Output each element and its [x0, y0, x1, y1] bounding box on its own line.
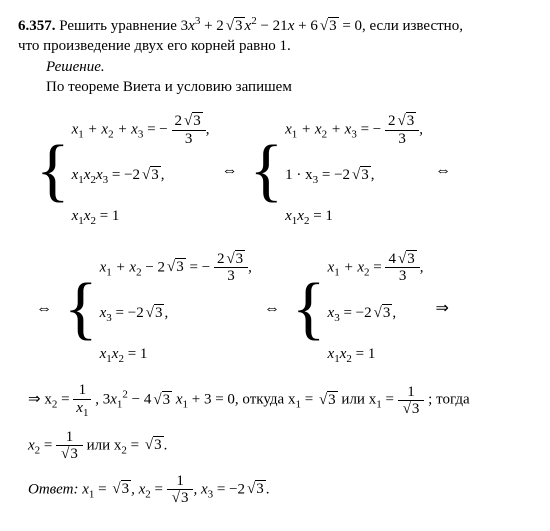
sys1-line1: x1 + x2 + x3 = − 2√33,: [72, 113, 210, 147]
deriv-line2: x2 = 1√3 или x2 = √3.: [28, 429, 532, 463]
stmt-d: + 6: [294, 18, 317, 34]
stmt-line2: что произведение двух его корней равно 1…: [18, 36, 532, 56]
system-4: { x1 + x2 = 4√33, x3 = −2√3, x1x2 = 1: [292, 245, 424, 373]
brace-icon: {: [64, 245, 98, 373]
implies-icon: ⇒: [435, 298, 448, 320]
equiv-row-1: { x1 + x2 + x3 = − 2√33, x1x2x3 = −2√3, …: [36, 107, 532, 235]
iff-icon: ⇔: [222, 160, 238, 182]
stmt-b: + 2: [200, 18, 223, 34]
sys3-line2: x3 = −2√3,: [100, 303, 252, 326]
equiv-row-2: ⇔ { x1 + x2 − 2√3 = − 2√33, x3 = −2√3, x…: [36, 245, 532, 373]
stmt-e: = 0, если известно,: [339, 18, 463, 34]
sys3-line3: x1x2 = 1: [100, 344, 252, 367]
answer-label: Ответ:: [28, 481, 78, 497]
problem-statement: 6.357. Решить уравнение 3x3 + 2√3x2 − 21…: [18, 14, 532, 36]
system-2: { x1 + x2 + x3 = − 2√33, 1 · x3 = −2√3, …: [250, 107, 424, 235]
sys4-line1: x1 + x2 = 4√33,: [328, 251, 424, 285]
problem-number: 6.357.: [18, 18, 56, 34]
sqrt-icon: √3: [224, 16, 245, 36]
iff-icon: ⇔: [36, 298, 52, 320]
solution-label: Решение.: [18, 57, 532, 77]
answer-line: Ответ: x1 = √3, x2 = 1√3, x3 = −2√3.: [28, 473, 532, 507]
sqrt-icon-2: √3: [318, 16, 339, 36]
brace-icon: {: [36, 107, 70, 235]
brace-icon: {: [250, 107, 284, 235]
x1: x: [188, 18, 195, 34]
stmt-a: Решить уравнение 3: [59, 18, 188, 34]
sys2-line2: 1 · x3 = −2√3,: [285, 165, 423, 188]
sys2-line3: x1x2 = 1: [285, 206, 423, 229]
brace-icon: {: [292, 245, 326, 373]
sys1-line2: x1x2x3 = −2√3,: [72, 165, 210, 188]
sys2-line1: x1 + x2 + x3 = − 2√33,: [285, 113, 423, 147]
sys3-line1: x1 + x2 − 2√3 = − 2√33,: [100, 251, 252, 285]
stmt-c: − 21: [257, 18, 288, 34]
sys1-line3: x1x2 = 1: [72, 206, 210, 229]
system-3: { x1 + x2 − 2√3 = − 2√33, x3 = −2√3, x1x…: [64, 245, 252, 373]
deriv-line1: ⇒ x2 = 1x1 , 3x12 − 4√3 x1 + 3 = 0, отку…: [28, 382, 532, 419]
sys4-line3: x1x2 = 1: [328, 344, 424, 367]
intro-line: По теореме Виета и условию запишем: [18, 77, 532, 97]
sys4-line2: x3 = −2√3,: [328, 303, 424, 326]
iff-icon: ⇔: [435, 160, 451, 182]
system-1: { x1 + x2 + x3 = − 2√33, x1x2x3 = −2√3, …: [36, 107, 210, 235]
iff-icon: ⇔: [264, 298, 280, 320]
